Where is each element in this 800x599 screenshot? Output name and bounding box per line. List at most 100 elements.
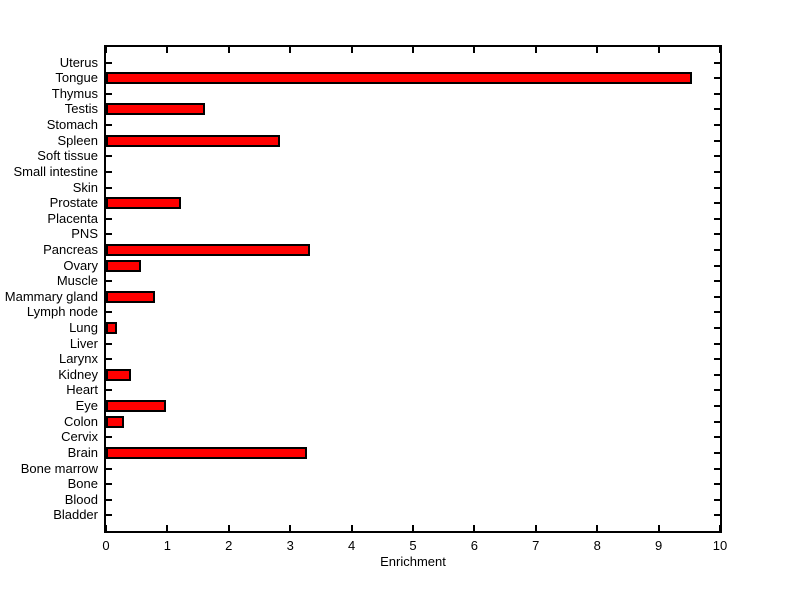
x-tick xyxy=(412,525,414,531)
y-tick-label: Liver xyxy=(69,335,98,351)
y-tick-label: Spleen xyxy=(57,132,98,148)
y-tick-label: PNS xyxy=(71,226,98,242)
y-tick xyxy=(106,514,112,517)
x-tick-label: 1 xyxy=(163,538,172,553)
y-tick xyxy=(714,280,720,283)
y-tick xyxy=(714,483,720,486)
y-tick-label: Larynx xyxy=(58,351,98,367)
y-tick xyxy=(106,155,112,158)
y-tick xyxy=(106,61,112,64)
y-tick-label: Uterus xyxy=(59,54,98,70)
y-tick-label: Stomach xyxy=(46,117,98,133)
y-tick-label: Soft tissue xyxy=(37,148,98,164)
y-tick-label: Prostate xyxy=(49,195,98,211)
x-tick xyxy=(227,47,230,53)
x-tick xyxy=(350,47,353,53)
x-tick xyxy=(412,47,414,53)
y-tick xyxy=(714,217,720,220)
y-tick xyxy=(714,233,720,236)
x-tick-label: 9 xyxy=(654,538,663,553)
y-tick xyxy=(714,124,720,127)
x-tick xyxy=(289,525,292,531)
x-tick-label: 6 xyxy=(470,538,479,553)
y-tick-label: Testis xyxy=(64,101,98,117)
y-tick xyxy=(106,280,112,283)
y-tick-label: Small intestine xyxy=(13,163,98,179)
x-tick-label: 3 xyxy=(286,538,294,553)
y-tick-label: Skin xyxy=(72,179,98,195)
x-tick xyxy=(657,47,660,53)
y-tick xyxy=(106,498,112,501)
y-tick xyxy=(714,405,720,408)
y-tick xyxy=(714,358,720,361)
x-tick xyxy=(719,47,721,53)
y-tick xyxy=(714,514,720,517)
x-tick xyxy=(596,525,599,531)
y-tick xyxy=(714,420,720,423)
bar-brain xyxy=(106,446,308,459)
y-tick xyxy=(106,436,112,439)
y-tick xyxy=(106,233,112,236)
y-tick xyxy=(714,202,720,205)
bar-eye xyxy=(106,400,166,413)
y-tick xyxy=(714,311,720,314)
y-tick-label: Tongue xyxy=(55,70,98,86)
y-tick xyxy=(714,264,720,267)
y-tick-label: Blood xyxy=(64,491,98,507)
x-tick xyxy=(166,525,169,531)
bar-pancreas xyxy=(106,243,311,256)
y-tick xyxy=(714,155,720,158)
y-tick-label: Brain xyxy=(67,444,98,460)
y-tick-label: Pancreas xyxy=(43,241,98,257)
y-tick-label: Eye xyxy=(75,398,98,414)
bar-mammary-gland xyxy=(106,290,155,303)
y-tick xyxy=(714,108,720,111)
x-axis-title: Enrichment xyxy=(380,554,446,569)
bar-spleen xyxy=(106,134,281,147)
y-tick-label: Lymph node xyxy=(26,304,98,320)
y-tick xyxy=(714,373,720,376)
x-tick-label: 0 xyxy=(102,538,110,553)
y-tick xyxy=(106,483,112,486)
y-tick-label: Muscle xyxy=(56,273,98,289)
bar-tongue xyxy=(106,72,692,85)
x-tick-label: 2 xyxy=(225,538,233,553)
y-tick xyxy=(106,467,112,470)
bar-kidney xyxy=(106,368,131,381)
y-tick-label: Bladder xyxy=(53,507,98,523)
y-tick xyxy=(714,92,720,95)
y-tick xyxy=(714,248,720,251)
x-tick-label: 7 xyxy=(532,538,540,553)
x-tick xyxy=(596,47,599,53)
y-tick xyxy=(106,311,112,314)
x-tick xyxy=(473,47,476,53)
x-tick xyxy=(534,525,537,531)
x-tick-label: 4 xyxy=(347,538,356,553)
bar-prostate xyxy=(106,197,181,210)
plot-area xyxy=(104,45,722,533)
x-tick xyxy=(289,47,292,53)
y-tick xyxy=(106,217,112,220)
x-tick-label: 10 xyxy=(712,538,728,553)
x-tick xyxy=(166,47,169,53)
y-tick xyxy=(714,139,720,142)
x-tick xyxy=(719,525,721,531)
y-tick xyxy=(714,342,720,345)
y-tick xyxy=(714,498,720,501)
y-tick xyxy=(106,186,112,189)
bar-ovary xyxy=(106,259,141,272)
x-tick xyxy=(105,47,107,53)
x-tick xyxy=(473,525,476,531)
y-tick-label: Cervix xyxy=(61,429,98,445)
bar-colon xyxy=(106,415,125,428)
y-tick-label: Mammary gland xyxy=(4,288,98,304)
y-tick-label: Colon xyxy=(64,413,98,429)
x-tick-label: 5 xyxy=(409,538,417,553)
bar-lung xyxy=(106,322,118,335)
y-tick xyxy=(106,124,112,127)
x-tick xyxy=(657,525,660,531)
y-tick-label: Bone xyxy=(67,476,98,492)
y-tick xyxy=(714,170,720,173)
y-tick-label: Ovary xyxy=(63,257,98,273)
y-tick xyxy=(714,467,720,470)
